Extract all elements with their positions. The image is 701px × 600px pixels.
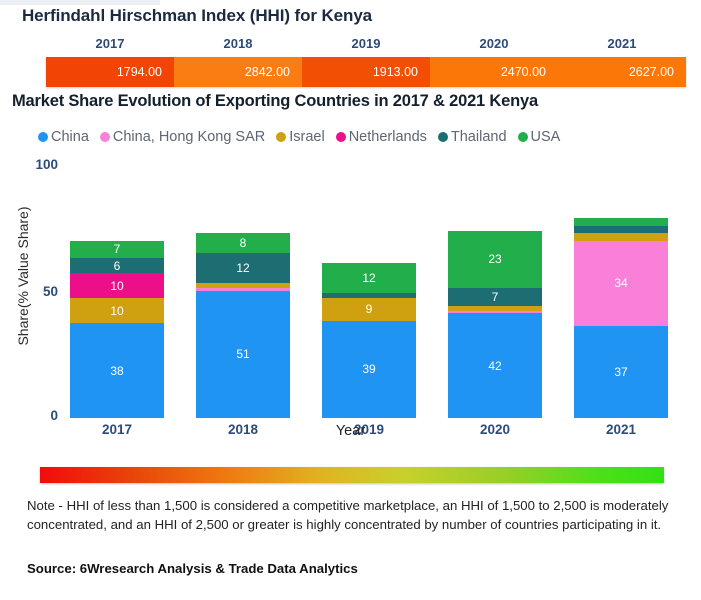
bar-stack: 42 7 23	[448, 230, 542, 418]
x-tick-2021: 2021	[605, 422, 637, 437]
legend-item-usa[interactable]: USA	[517, 129, 561, 145]
bar-segment-israel[interactable]	[448, 305, 542, 311]
bar-segment-label: 12	[236, 261, 250, 275]
x-tick-2017: 2017	[101, 422, 133, 437]
bar-segment-label: 10	[110, 303, 124, 318]
bar-segment-china-hong-kong-sar[interactable]: 34	[574, 240, 668, 326]
x-tick-2019: 2019	[353, 422, 385, 437]
bar-2017[interactable]: 38 10 10 6 7	[70, 240, 164, 418]
bar-segment-china[interactable]: 37	[574, 325, 668, 418]
bar-group: 38 10 10 6 7 2017 51 12 8 2018 39 9 12 2019 42 7 23 2020 3…	[66, 168, 691, 437]
hhi-cell-2019: 1913.00	[302, 57, 430, 87]
legend-label: China, Hong Kong SAR	[112, 129, 266, 145]
legend-label: Thailand	[450, 129, 507, 145]
bar-segment-label: 34	[614, 276, 628, 290]
x-axis-title: Year	[335, 423, 366, 439]
bar-segment-label: 8	[239, 236, 247, 250]
top-decor-band	[0, 0, 160, 5]
bar-segment-usa[interactable]: 7	[70, 240, 164, 258]
bar-segment-label: 7	[113, 242, 121, 257]
legend-dot-icon	[276, 132, 287, 142]
legend-item-israel[interactable]: Israel	[276, 129, 325, 145]
bar-2018[interactable]: 51 12 8	[196, 233, 290, 418]
bar-stack: 39 9 12	[322, 263, 416, 418]
bar-segment-israel[interactable]: 10	[70, 298, 164, 323]
hhi-title: Herfindahl Hirschman Index (HHI) for Ken…	[22, 6, 373, 25]
bar-segment-label: 7	[491, 289, 499, 304]
hhi-gradient-scale	[40, 467, 664, 483]
legend-dot-icon	[517, 132, 528, 142]
legend-item-netherlands[interactable]: Netherlands	[335, 129, 427, 145]
hhi-cell-2020: 2470.00	[430, 57, 558, 87]
y-tick-0: 0	[50, 408, 58, 423]
bar-segment-label: 10	[110, 278, 124, 293]
hhi-year-2018: 2018	[223, 36, 253, 51]
x-tick-2018: 2018	[227, 422, 259, 437]
hhi-cell-2017: 1794.00	[46, 57, 174, 87]
hhi-year-2021: 2021	[607, 36, 637, 51]
bar-segment-label: 42	[488, 358, 502, 373]
hhi-value-bar: 1794.00 2842.00 1913.00 2470.00 2627.00	[46, 57, 686, 87]
bar-segment-thailand[interactable]	[322, 293, 416, 298]
bar-2021[interactable]: 37 34	[574, 218, 668, 418]
bar-segment-israel[interactable]	[196, 283, 290, 288]
bar-segment-usa[interactable]: 12	[322, 263, 416, 293]
legend-dot-icon	[335, 132, 346, 142]
bar-segment-label: 23	[488, 252, 502, 267]
chart-legend: China China, Hong Kong SAR Israel Netherlan…	[38, 129, 560, 145]
bar-segment-thailand[interactable]	[574, 225, 668, 233]
chart-plot-area: Share(% Value Share) 100 50 0 38 10 10 6 7 20…	[0, 150, 701, 445]
bar-segment-netherlands[interactable]: 10	[70, 273, 164, 298]
legend-item-china[interactable]: China	[38, 129, 89, 145]
bar-2020[interactable]: 42 7 23	[448, 230, 542, 418]
bar-segment-label: 12	[362, 271, 376, 285]
bar-stack: 38 10 10 6 7	[70, 240, 164, 418]
bar-segment-china[interactable]: 39	[322, 320, 416, 418]
bar-segment-thailand[interactable]: 12	[196, 253, 290, 283]
bar-segment-china[interactable]: 42	[448, 313, 542, 418]
hhi-year-row: 2017 2018 2019 2020 2021	[46, 36, 686, 51]
bar-segment-thailand[interactable]: 7	[448, 288, 542, 306]
bar-segment-china-hong-kong-sar[interactable]	[448, 310, 542, 313]
bar-segment-label: 6	[113, 258, 121, 273]
hhi-cell-2018: 2842.00	[174, 57, 302, 87]
bar-segment-usa[interactable]: 8	[196, 233, 290, 253]
bar-segment-label: 9	[365, 302, 373, 317]
legend-label: Israel	[289, 129, 325, 145]
legend-item-thailand[interactable]: Thailand	[437, 129, 507, 145]
legend-dot-icon	[38, 132, 48, 142]
bar-segment-usa[interactable]	[574, 218, 668, 226]
legend-label: Netherlands	[348, 129, 427, 145]
bar-segment-label: 51	[236, 347, 250, 362]
bar-stack: 51 12 8	[196, 233, 290, 418]
bar-segment-israel[interactable]	[574, 233, 668, 241]
bar-2019[interactable]: 39 9 12	[322, 263, 416, 418]
hhi-cell-2021: 2627.00	[558, 57, 686, 87]
bar-segment-china-hong-kong-sar[interactable]	[196, 288, 290, 291]
bar-segment-label: 37	[614, 364, 628, 379]
hhi-year-2020: 2020	[479, 36, 509, 51]
legend-dot-icon	[437, 132, 448, 142]
hhi-year-2017: 2017	[95, 36, 125, 51]
y-tick-100: 100	[35, 157, 58, 172]
chart-title: Market Share Evolution of Exporting Coun…	[12, 92, 538, 110]
legend-item-china-hong-kong-sar[interactable]: China, Hong Kong SAR	[99, 129, 266, 145]
legend-label: USA	[530, 129, 561, 145]
bar-stack: 37 34	[574, 218, 668, 418]
bar-segment-china[interactable]: 38	[70, 323, 164, 418]
y-tick-50: 50	[42, 284, 58, 299]
footer-source: Source: 6Wresearch Analysis & Trade Data…	[27, 561, 358, 576]
bar-segment-thailand[interactable]: 6	[70, 258, 164, 273]
bar-segment-israel[interactable]: 9	[322, 298, 416, 321]
legend-label: China	[51, 129, 89, 145]
bar-segment-label: 39	[362, 362, 376, 377]
hhi-year-2019: 2019	[351, 36, 381, 51]
y-axis-title: Share(% Value Share)	[15, 206, 31, 346]
bar-segment-usa[interactable]: 23	[448, 230, 542, 288]
legend-dot-icon	[99, 132, 110, 142]
footer-note: Note - HHI of less than 1,500 is conside…	[27, 498, 669, 532]
bar-segment-china[interactable]: 51	[196, 290, 290, 418]
x-tick-2020: 2020	[479, 422, 511, 437]
bar-segment-label: 38	[110, 363, 124, 378]
